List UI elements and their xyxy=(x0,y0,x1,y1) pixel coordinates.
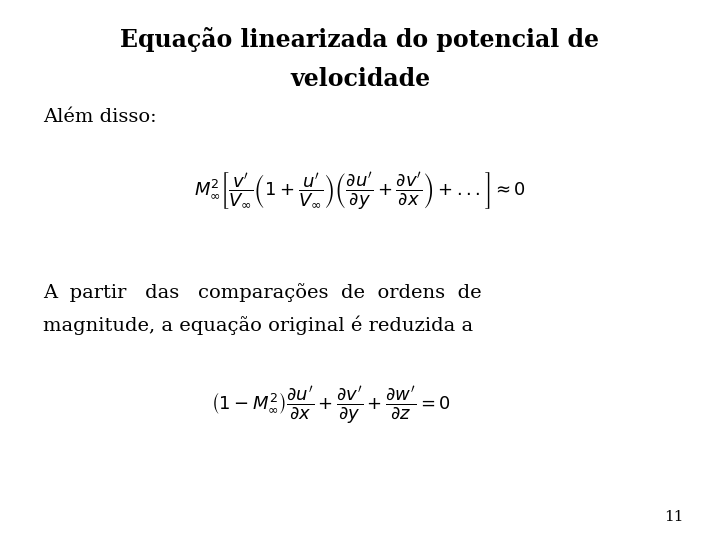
Text: A  partir   das   comparações  de  ordens  de: A partir das comparações de ordens de xyxy=(43,284,482,302)
Text: $M_{\infty}^{2}\left[\dfrac{v^{\prime}}{V_{\infty}}\left(1+\dfrac{u^{\prime}}{V_: $M_{\infty}^{2}\left[\dfrac{v^{\prime}}{… xyxy=(194,171,526,212)
Text: Equação linearizada do potencial de: Equação linearizada do potencial de xyxy=(120,27,600,52)
Text: velocidade: velocidade xyxy=(290,68,430,91)
Text: $\left(1-M_{\infty}^{2}\right)\dfrac{\partial u^{\prime}}{\partial x}+\dfrac{\pa: $\left(1-M_{\infty}^{2}\right)\dfrac{\pa… xyxy=(212,384,451,426)
Text: magnitude, a equação original é reduzida a: magnitude, a equação original é reduzida… xyxy=(43,316,473,335)
Text: 11: 11 xyxy=(665,510,684,524)
Text: Além disso:: Além disso: xyxy=(43,108,157,126)
